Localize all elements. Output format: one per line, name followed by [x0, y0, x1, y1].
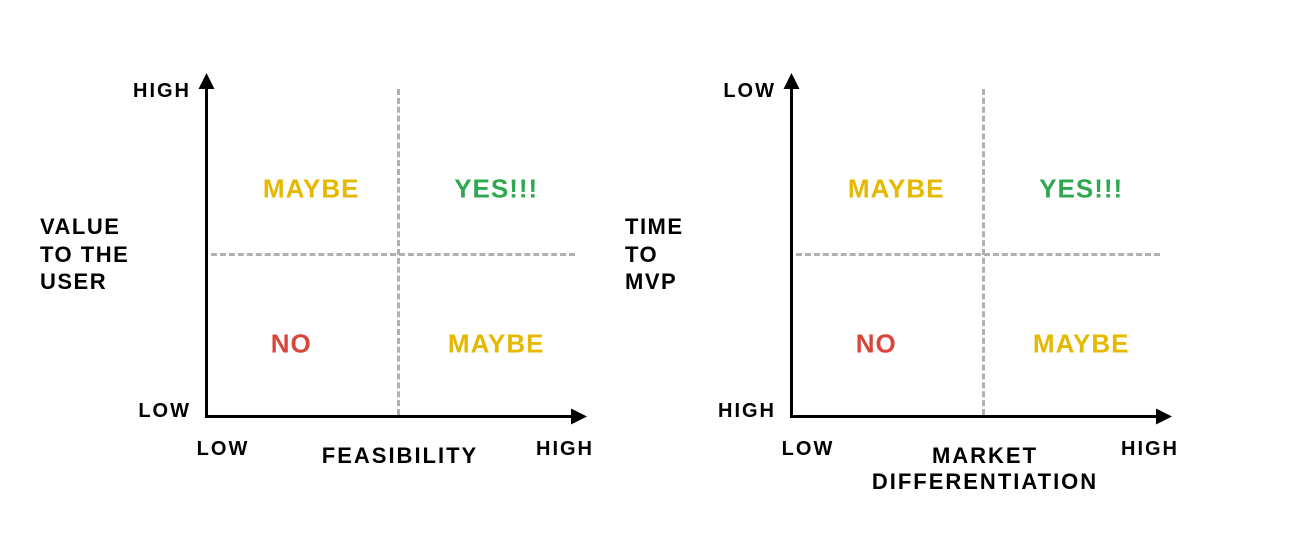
canvas: { "meta": { "type": "quadrant-diagram-pa… [0, 0, 1300, 546]
quadrant-bottom-left-label: NO [856, 329, 897, 360]
quadrant-top-right-label: YES!!! [1039, 174, 1123, 205]
y-axis-title: TIMETOMVP [625, 213, 684, 296]
y-axis [790, 85, 793, 415]
quadrant-top-left-label: MAYBE [848, 174, 945, 205]
y-axis-low-label: HIGH [718, 399, 776, 423]
y-axis-arrow-icon [784, 73, 800, 89]
mid-horizontal-divider [796, 253, 1160, 256]
x-axis-low-label: LOW [782, 437, 835, 461]
x-axis-high-label: HIGH [1121, 437, 1179, 461]
quadrant-chart-right: MAYBE YES!!! NO MAYBE LOW HIGH LOW HIGH … [0, 0, 1300, 546]
quadrant-bottom-right-label: MAYBE [1033, 329, 1130, 360]
y-axis-high-label: LOW [723, 79, 776, 103]
x-axis-title: MARKETDIFFERENTIATION [872, 443, 1098, 496]
mid-vertical-divider [982, 89, 985, 415]
x-axis [790, 415, 1160, 418]
x-axis-arrow-icon [1156, 409, 1172, 425]
